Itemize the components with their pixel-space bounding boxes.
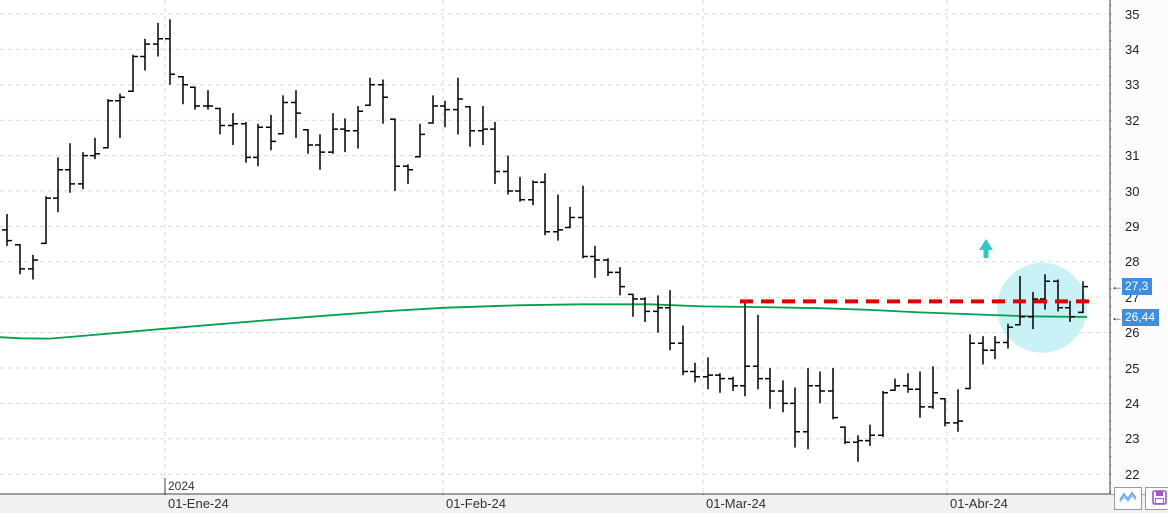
floppy-disk-icon (1151, 489, 1167, 508)
x-axis-label: 01-Feb-24 (446, 496, 506, 511)
y-axis-label: 33 (1125, 77, 1140, 93)
y-axis-label: 32 (1125, 112, 1140, 128)
y-axis-label: 28 (1125, 254, 1140, 270)
last-price-tag: ← 27,3 (1111, 278, 1153, 296)
save-button[interactable] (1145, 487, 1168, 510)
last-price-value: 27,3 (1122, 278, 1153, 296)
x-axis-label: 01-Ene-24 (168, 496, 229, 511)
y-axis-label: 34 (1125, 41, 1140, 57)
y-axis-label: 25 (1125, 360, 1140, 376)
x-axis-label: 01-Abr-24 (950, 496, 1008, 511)
y-axis-label: 35 (1125, 6, 1140, 22)
year-label: 2024 (168, 479, 195, 493)
x-axis-panel: 01-Ene-24 01-Feb-24 01-Mar-24 01-Abr-24 (0, 495, 1168, 513)
line-mode-button[interactable] (1114, 487, 1142, 510)
ma-value-tag: ← 26,44 (1111, 308, 1160, 326)
y-axis-label: 26 (1125, 325, 1140, 341)
y-axis-label: 24 (1125, 395, 1140, 411)
gridlines (0, 0, 1105, 494)
zigzag-chart-icon (1119, 491, 1137, 506)
y-axis-label: 29 (1125, 218, 1140, 234)
y-axis-label: 30 (1125, 183, 1140, 199)
x-axis-label: 01-Mar-24 (706, 496, 766, 511)
y-axis-panel: 35 34 33 32 31 30 29 28 27 26 25 24 23 22 (1111, 0, 1168, 494)
highlight-circle (997, 262, 1087, 353)
ohlc-bars (2, 19, 1088, 462)
moving-average-line (0, 303, 1088, 340)
mini-toolbar (1114, 487, 1168, 510)
y-axis-label: 31 (1125, 148, 1140, 164)
ma-value: 26,44 (1122, 308, 1160, 326)
buy-arrow-icon (979, 239, 993, 258)
axis-lines (0, 0, 1168, 499)
y-axis-label: 22 (1125, 466, 1140, 482)
left-arrow-icon: ← (1111, 309, 1123, 324)
y-axis-label: 23 (1125, 431, 1140, 447)
left-arrow-icon: ← (1111, 279, 1123, 294)
